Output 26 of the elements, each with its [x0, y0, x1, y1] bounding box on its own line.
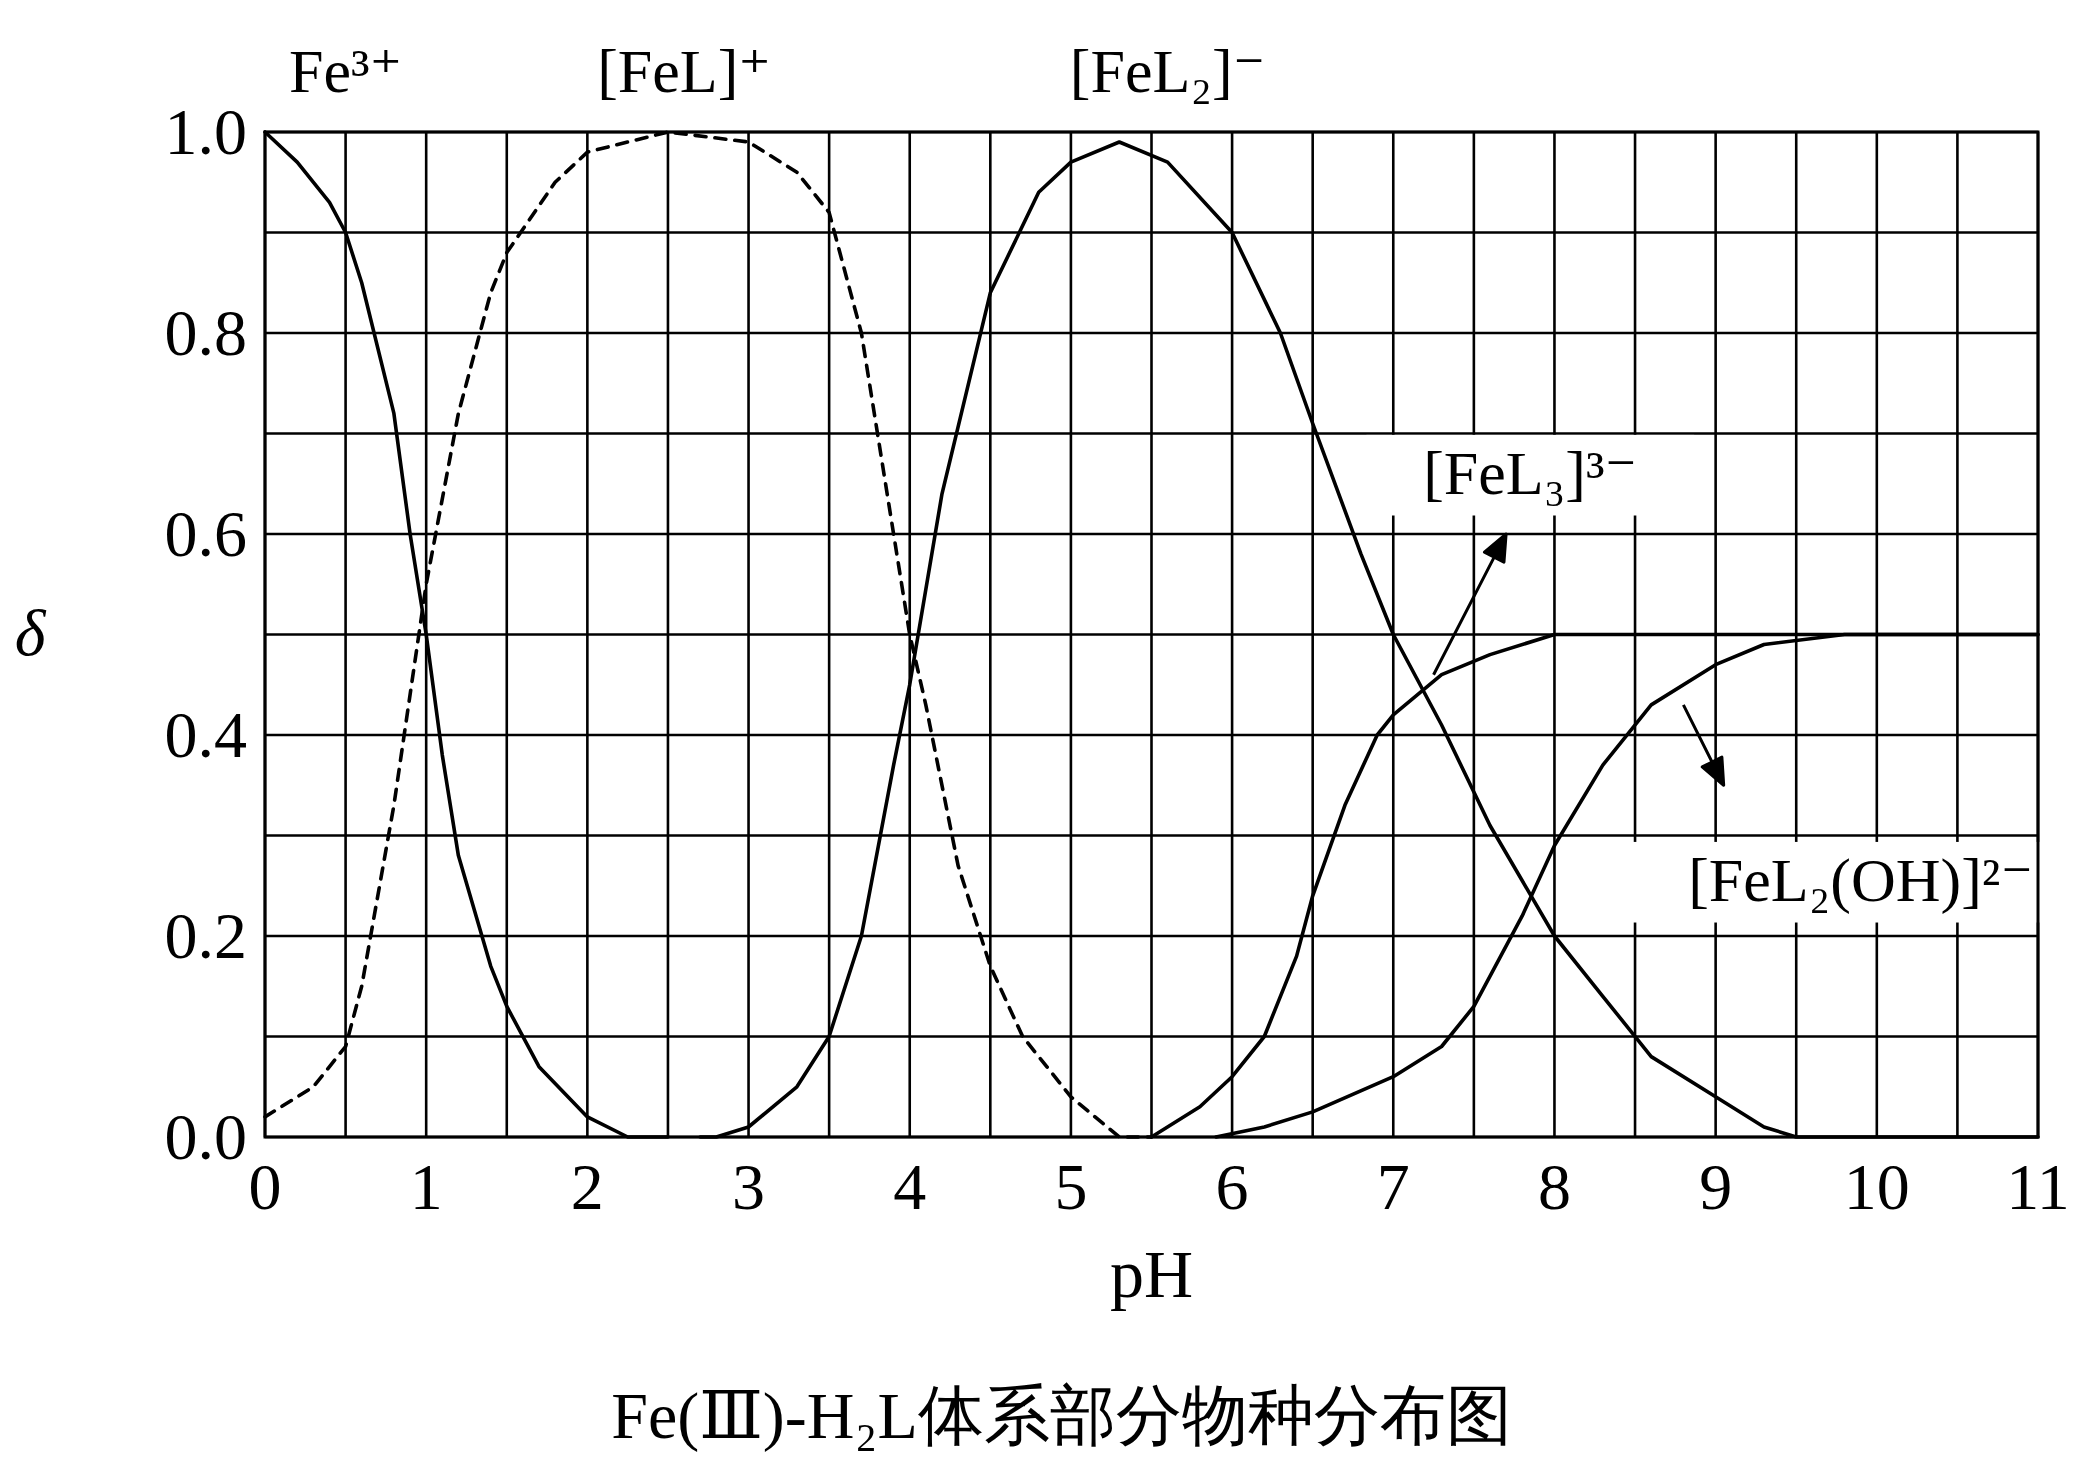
series-label: Fe³⁺ — [288, 37, 403, 105]
y-tick-label: 0.0 — [164, 1100, 247, 1173]
y-tick-label: 0.8 — [164, 296, 247, 369]
x-tick-label: 7 — [1376, 1150, 1410, 1223]
x-tick-label: 8 — [1537, 1150, 1571, 1223]
x-tick-label: 1 — [409, 1150, 443, 1223]
x-axis-title: pH — [1109, 1236, 1194, 1312]
y-tick-label: 0.6 — [164, 497, 247, 570]
legend-label: [FeL₂(OH)]²⁻ — [1688, 845, 2034, 915]
y-tick-label: 0.2 — [164, 899, 247, 972]
series-label: [FeL]⁺ — [597, 37, 772, 105]
x-tick-label: 9 — [1699, 1150, 1733, 1223]
x-tick-label: 11 — [2006, 1150, 2070, 1223]
series-label: [FeL₂]⁻ — [1069, 37, 1266, 105]
text: [FeL₃]³⁻ — [1423, 438, 1638, 507]
x-tick-label: 2 — [570, 1150, 604, 1223]
y-tick-label: 1.0 — [164, 95, 247, 168]
text: Fe(Ⅲ)-H₂L体系部分物种分布图 — [611, 1379, 1512, 1453]
x-tick-label: 3 — [732, 1150, 766, 1223]
x-tick-label: 0 — [248, 1150, 282, 1223]
x-tick-label: 4 — [893, 1150, 927, 1223]
y-tick-label: 0.4 — [164, 698, 247, 771]
x-tick-label: 10 — [1843, 1150, 1910, 1223]
y-axis-title: δ — [14, 595, 47, 669]
x-tick-label: 5 — [1054, 1150, 1088, 1223]
x-tick-label: 6 — [1215, 1150, 1249, 1223]
